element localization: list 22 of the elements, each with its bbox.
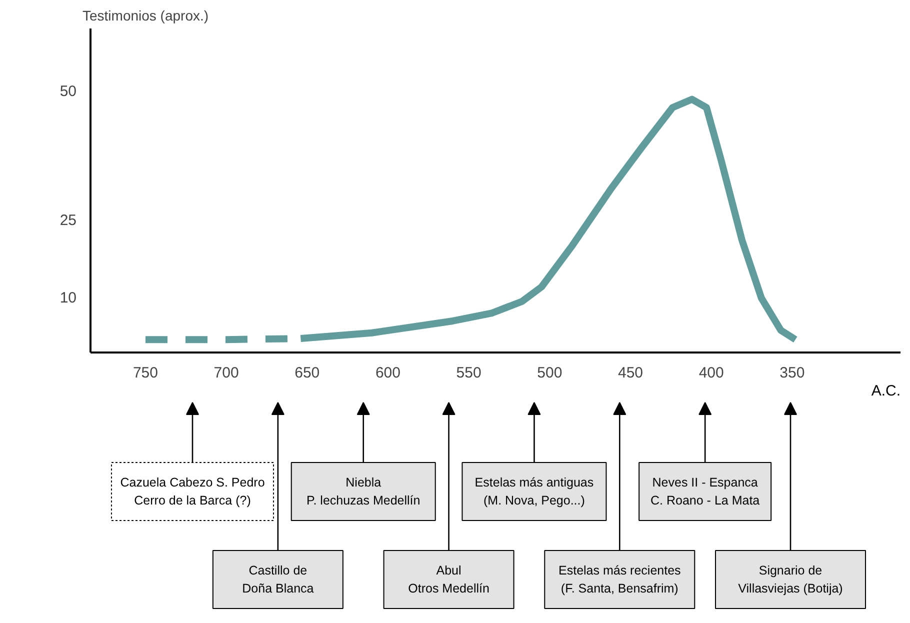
text: Castillo de Doña Blanca [242, 563, 314, 596]
y-tick-label: 25 [60, 212, 77, 230]
x-tick-label: 750 [132, 364, 158, 382]
text: Cazuela Cabezo S. Pedro Cerro de la Barca (?) [120, 475, 265, 508]
x-tick-label: 350 [780, 364, 805, 382]
x-tick-label: 650 [294, 364, 320, 382]
text: Neves II - Espanca C. Roano - La Mata [650, 475, 760, 508]
x-tick-label: 700 [214, 364, 239, 382]
x-tick-label: 600 [375, 364, 401, 382]
x-tick-label: 500 [537, 364, 562, 382]
text: Niebla P. lechuzas Medellín [306, 475, 420, 508]
y-axis-title: Testimonios (aprox.) [82, 8, 209, 24]
x-tick-label: 400 [698, 364, 724, 382]
text: Estelas más recientes (F. Santa, Bensafrim) [558, 563, 681, 596]
x-axis-title: A.C. [871, 382, 901, 400]
x-tick-label: 450 [618, 364, 644, 382]
text: Estelas más antiguas (M. Nova, Pego...) [474, 475, 594, 508]
text: Signario de Villasviejas (Botija) [738, 563, 843, 596]
y-tick-label: 50 [60, 83, 77, 100]
y-tick-label: 10 [60, 290, 77, 307]
text: Abul Otros Medellín [408, 563, 490, 596]
x-tick-label: 550 [456, 364, 482, 382]
